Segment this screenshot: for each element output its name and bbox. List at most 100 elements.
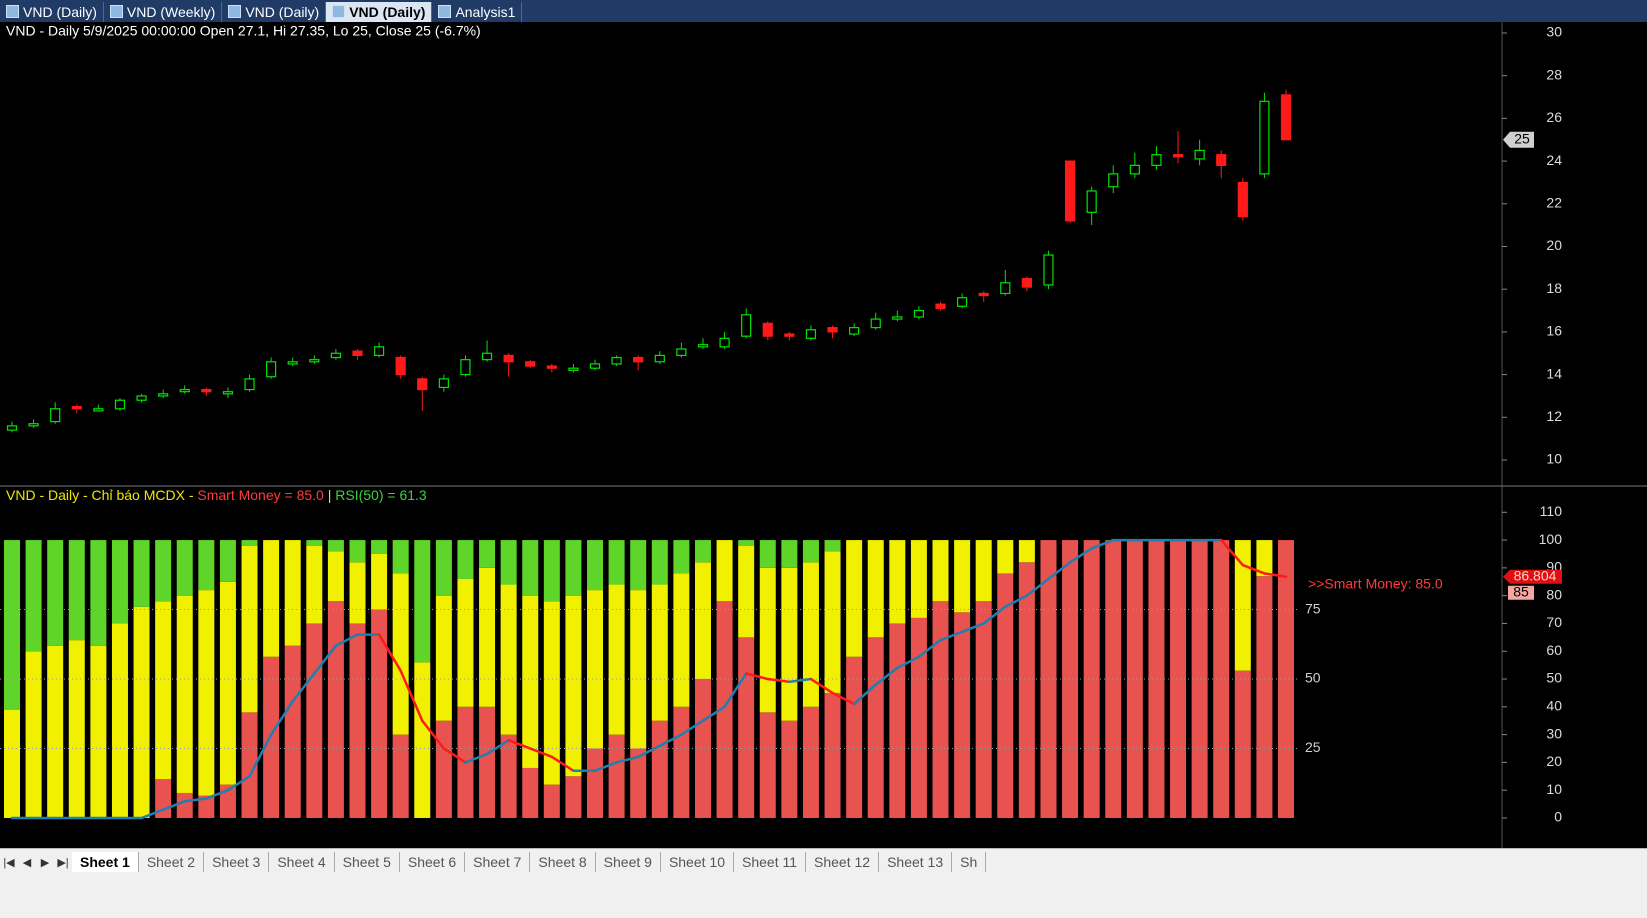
tab[interactable]: VND (Daily) (222, 2, 327, 22)
candle-body (28, 423, 39, 427)
y-tick-label: 0 (1554, 809, 1562, 825)
sheet-tab[interactable]: Sheet 3 (204, 852, 270, 872)
tab-label: VND (Daily) (245, 4, 320, 20)
stack-segment (176, 595, 193, 793)
stack-segment (802, 540, 819, 563)
stack-segment (587, 540, 604, 591)
line-segment (636, 744, 662, 759)
sheet-tab[interactable]: Sh (952, 852, 987, 872)
stack-segment (198, 540, 215, 591)
stack-segment (608, 540, 625, 585)
stack-segment (651, 584, 668, 721)
stack-segment (25, 651, 42, 818)
smart-money-label: 85 (1513, 583, 1529, 599)
stack-segment (910, 617, 927, 818)
stack-segment (176, 540, 193, 596)
sheet-tab[interactable]: Sheet 2 (139, 852, 205, 872)
stack-segment (1105, 540, 1122, 818)
stack-segment (327, 601, 344, 818)
tab[interactable]: VND (Daily) (0, 2, 104, 22)
line-segment (593, 761, 618, 772)
line-segment (442, 747, 467, 764)
stack-segment (738, 545, 755, 638)
sheet-tab[interactable]: Sheet 10 (661, 852, 734, 872)
tab-label: VND (Daily) (23, 4, 97, 20)
y-tick-label: 10 (1546, 781, 1562, 797)
legend-text: | (324, 487, 335, 503)
stack-segment (738, 637, 755, 818)
sheet-tab[interactable]: Sheet 8 (530, 852, 596, 872)
sheet-tab[interactable]: Sheet 7 (465, 852, 531, 872)
line-segment (982, 605, 1007, 625)
stack-segment (500, 540, 517, 585)
tab[interactable]: Analysis1 (432, 2, 523, 22)
last-price-tag (1503, 131, 1534, 148)
stack-segment (565, 595, 582, 777)
line-segment (939, 630, 964, 642)
line-segment (421, 719, 446, 750)
stack-segment (932, 601, 949, 818)
stack-segment (608, 584, 625, 735)
nav-last[interactable]: ▶| (57, 856, 69, 869)
sheet-tab[interactable]: Sheet 12 (806, 852, 880, 872)
stack-segment (306, 623, 323, 818)
stack-segment (500, 584, 517, 735)
candle-body (50, 408, 61, 423)
stack-segment (90, 540, 107, 646)
stack-segment (327, 540, 344, 552)
nav-next[interactable]: ▶ (40, 856, 50, 869)
stack-segment (997, 540, 1014, 574)
stack-segment (1018, 540, 1035, 563)
stack-segment (435, 595, 452, 721)
candle-body (1151, 154, 1162, 166)
sheet-tab[interactable]: Sheet 5 (335, 852, 400, 872)
tab[interactable]: VND (Weekly) (104, 2, 223, 22)
candle-body (827, 327, 838, 333)
stack-segment (111, 540, 128, 624)
stack-segment (349, 540, 366, 563)
stack-segment (522, 767, 539, 818)
sheet-tab[interactable]: Sheet 9 (596, 852, 661, 872)
legend-text: VND - Daily - Chỉ báo MCDX - (6, 487, 197, 503)
stack-segment (1234, 540, 1251, 671)
sheet-tab[interactable]: Sheet 4 (269, 852, 335, 872)
line-segment (960, 622, 985, 634)
tab-icon (109, 5, 123, 18)
inner-tick-label: 25 (1305, 739, 1321, 755)
candle-body (438, 378, 449, 389)
stack-segment (392, 540, 409, 574)
sheet-tab[interactable]: Sheet 13 (879, 852, 953, 872)
nav-prev[interactable]: ◀ (22, 856, 32, 869)
sheet-tab[interactable]: Sheet 1 (72, 852, 139, 872)
line-segment (161, 800, 186, 811)
stack-segment (954, 612, 971, 818)
line-segment (550, 755, 575, 772)
stack-segment (694, 540, 711, 563)
y-tick-label: 30 (1546, 24, 1562, 40)
line-segment (744, 672, 770, 681)
line-segment (788, 677, 813, 684)
stack-segment (349, 623, 366, 818)
tab-bar: VND (Daily) VND (Weekly) VND (Daily) VND (D… (0, 0, 1647, 22)
line-segment (1025, 577, 1050, 597)
candle-body (1129, 164, 1140, 175)
candle-body (417, 378, 428, 391)
candle-body (1000, 282, 1011, 295)
candle-body (395, 356, 406, 376)
tab[interactable]: VND (Daily) (326, 2, 433, 22)
stack-segment (824, 692, 841, 818)
candle-body (589, 363, 601, 369)
sheet-tab[interactable]: Sheet 11 (734, 852, 807, 872)
stack-segment (392, 573, 409, 735)
nav-first[interactable]: |◀ (3, 856, 15, 869)
stack-segment (349, 562, 366, 624)
stack-segment (219, 581, 236, 785)
sheet-tab[interactable]: Sheet 6 (400, 852, 466, 872)
candle-body (503, 354, 514, 363)
stack-segment (219, 540, 236, 582)
stack-segment (543, 540, 560, 602)
y-tick-label: 70 (1546, 614, 1562, 630)
tab-label: Analysis1 (455, 4, 516, 20)
stack-segment (198, 795, 215, 818)
